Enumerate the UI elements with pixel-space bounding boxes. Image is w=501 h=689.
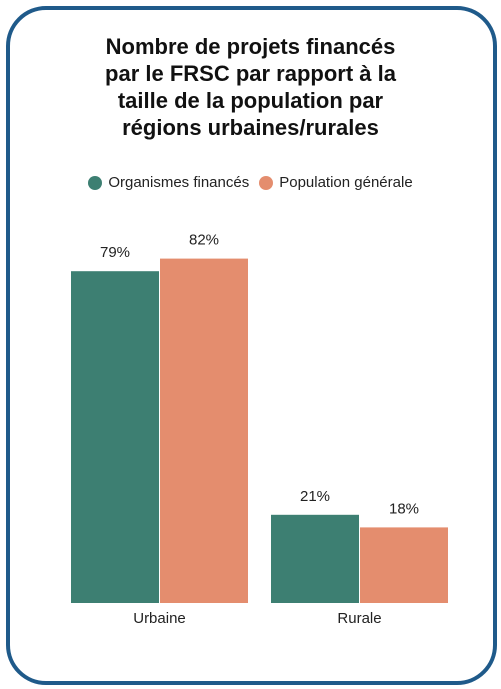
chart-title: Nombre de projets financés par le FRSC p… (105, 34, 396, 140)
bar-population-rurale (360, 527, 448, 603)
x-tick-label-rurale: Rurale (337, 610, 381, 627)
chart-legend: Organismes financés Population générale (0, 174, 501, 191)
data-label-population-rurale: 18% (389, 500, 419, 517)
bar-organismes-rurale (271, 514, 359, 603)
legend-swatch-population (259, 175, 274, 190)
data-label-organismes-urbaine: 79% (100, 244, 130, 261)
legend-label-population: Population générale (279, 174, 413, 191)
legend-item-organismes: Organismes financés (88, 174, 249, 191)
legend-swatch-organismes (88, 175, 103, 190)
legend-label-organismes: Organismes financés (108, 174, 250, 191)
x-tick-label-urbaine: Urbaine (133, 610, 186, 627)
data-label-organismes-rurale: 21% (300, 488, 330, 505)
legend-item-population: Population générale (259, 174, 413, 191)
bar-population-urbaine (160, 258, 248, 603)
bar-organismes-urbaine (71, 271, 159, 603)
data-label-population-urbaine: 82% (189, 232, 219, 249)
